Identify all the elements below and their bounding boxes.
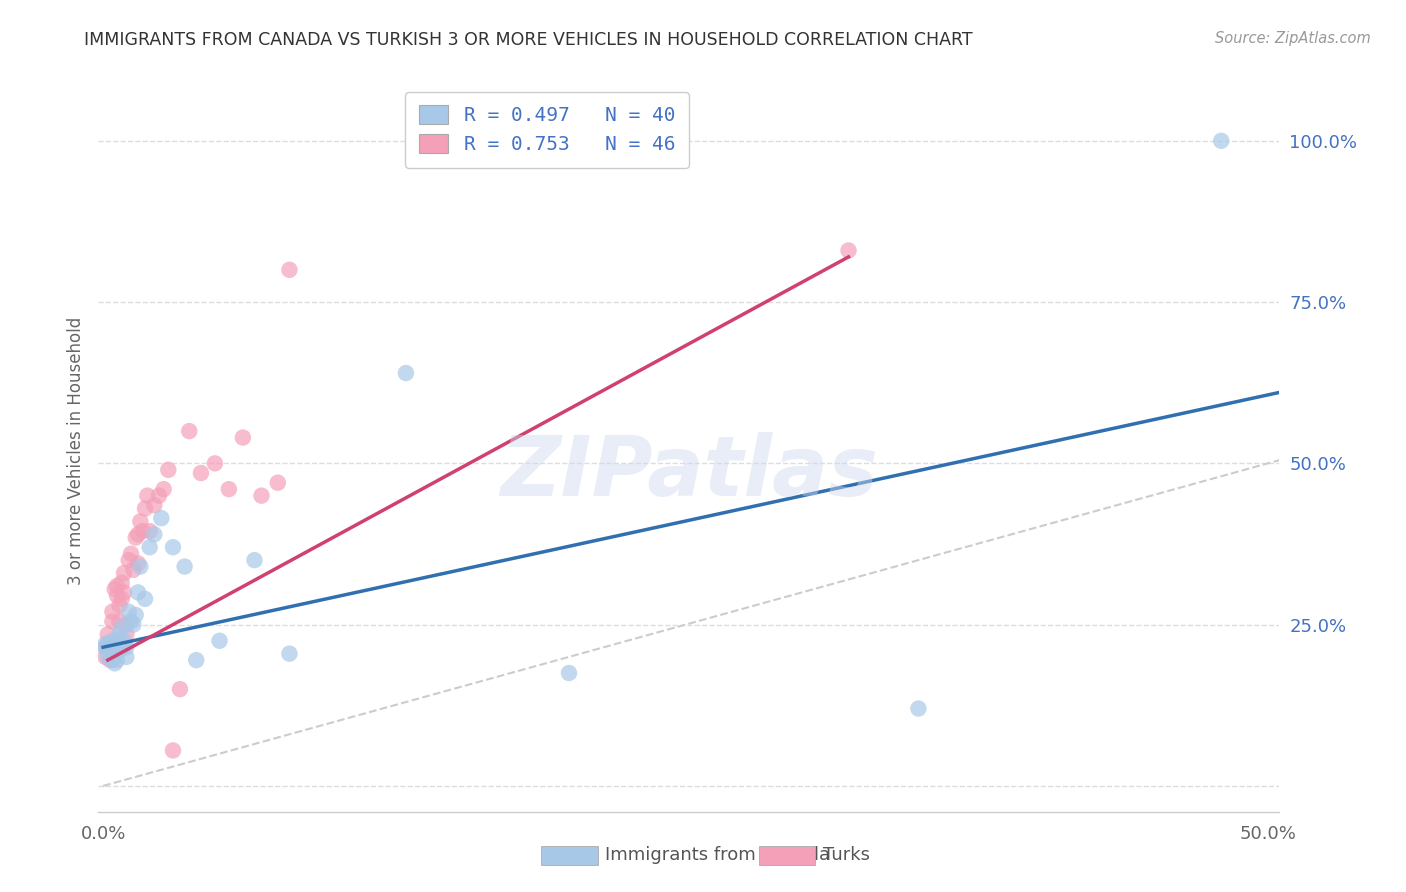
Point: [104, 637, 127, 651]
Point: [136, 489, 159, 503]
Point: [101, 605, 124, 619]
Point: [111, 591, 134, 606]
Point: [127, 557, 149, 571]
Point: [131, 524, 153, 538]
Point: [112, 633, 135, 648]
Point: [104, 582, 127, 596]
Point: [232, 431, 254, 445]
Point: [98, 653, 121, 667]
Point: [179, 424, 201, 438]
Point: [98, 640, 121, 655]
Point: [127, 585, 149, 599]
Point: [162, 540, 184, 554]
Point: [108, 615, 131, 629]
Y-axis label: 3 or more Vehicles in Household: 3 or more Vehicles in Household: [66, 317, 84, 584]
Point: [112, 585, 135, 599]
Text: Immigrants from Canada: Immigrants from Canada: [605, 847, 830, 864]
Point: [127, 527, 149, 541]
Point: [143, 527, 166, 541]
Point: [152, 482, 174, 496]
Point: [250, 489, 273, 503]
Point: [108, 627, 131, 641]
Point: [97, 649, 120, 664]
Point: [94, 640, 117, 655]
Text: IMMIGRANTS FROM CANADA VS TURKISH 3 OR MORE VEHICLES IN HOUSEHOLD CORRELATION CH: IMMIGRANTS FROM CANADA VS TURKISH 3 OR M…: [84, 31, 973, 49]
Point: [134, 501, 156, 516]
Point: [129, 559, 152, 574]
Point: [125, 531, 148, 545]
Point: [111, 621, 134, 635]
Point: [186, 653, 208, 667]
Point: [105, 579, 128, 593]
Point: [125, 607, 148, 622]
Point: [122, 563, 145, 577]
Text: Turks: Turks: [823, 847, 869, 864]
Point: [129, 515, 152, 529]
Point: [837, 244, 859, 258]
Point: [115, 640, 138, 655]
Legend: R = 0.497   N = 40, R = 0.753   N = 46: R = 0.497 N = 40, R = 0.753 N = 46: [405, 92, 689, 168]
Point: [120, 615, 142, 629]
Point: [97, 637, 120, 651]
Point: [173, 559, 195, 574]
Point: [94, 640, 117, 655]
Point: [118, 605, 141, 619]
Point: [94, 637, 117, 651]
Text: Source: ZipAtlas.com: Source: ZipAtlas.com: [1215, 31, 1371, 46]
Point: [138, 524, 160, 538]
Point: [150, 511, 173, 525]
Point: [104, 637, 127, 651]
Point: [148, 489, 170, 503]
Point: [94, 649, 117, 664]
Point: [101, 633, 124, 648]
Point: [138, 540, 160, 554]
Point: [907, 701, 929, 715]
Point: [143, 498, 166, 512]
Point: [97, 638, 120, 652]
Point: [101, 615, 124, 629]
Point: [162, 743, 184, 757]
Point: [169, 682, 191, 697]
Point: [120, 547, 142, 561]
Point: [395, 366, 418, 380]
Point: [115, 649, 138, 664]
Point: [218, 482, 240, 496]
Point: [208, 633, 231, 648]
Point: [108, 599, 131, 613]
Point: [105, 653, 128, 667]
Point: [278, 263, 301, 277]
Point: [105, 633, 128, 648]
Point: [558, 666, 581, 681]
Point: [101, 653, 124, 667]
Point: [98, 643, 121, 657]
Point: [104, 657, 127, 671]
Point: [204, 456, 226, 470]
Point: [118, 553, 141, 567]
Point: [97, 627, 120, 641]
Point: [105, 589, 128, 603]
Text: ZIPatlas: ZIPatlas: [501, 432, 877, 513]
Point: [98, 640, 121, 655]
Point: [115, 627, 138, 641]
Point: [134, 591, 156, 606]
Point: [112, 566, 135, 580]
Point: [1211, 134, 1233, 148]
Point: [104, 640, 127, 655]
Point: [157, 463, 180, 477]
Point: [115, 617, 138, 632]
Point: [190, 466, 212, 480]
Point: [122, 617, 145, 632]
Point: [111, 575, 134, 590]
Point: [111, 640, 134, 655]
Point: [108, 643, 131, 657]
Point: [267, 475, 290, 490]
Point: [243, 553, 266, 567]
Point: [278, 647, 301, 661]
